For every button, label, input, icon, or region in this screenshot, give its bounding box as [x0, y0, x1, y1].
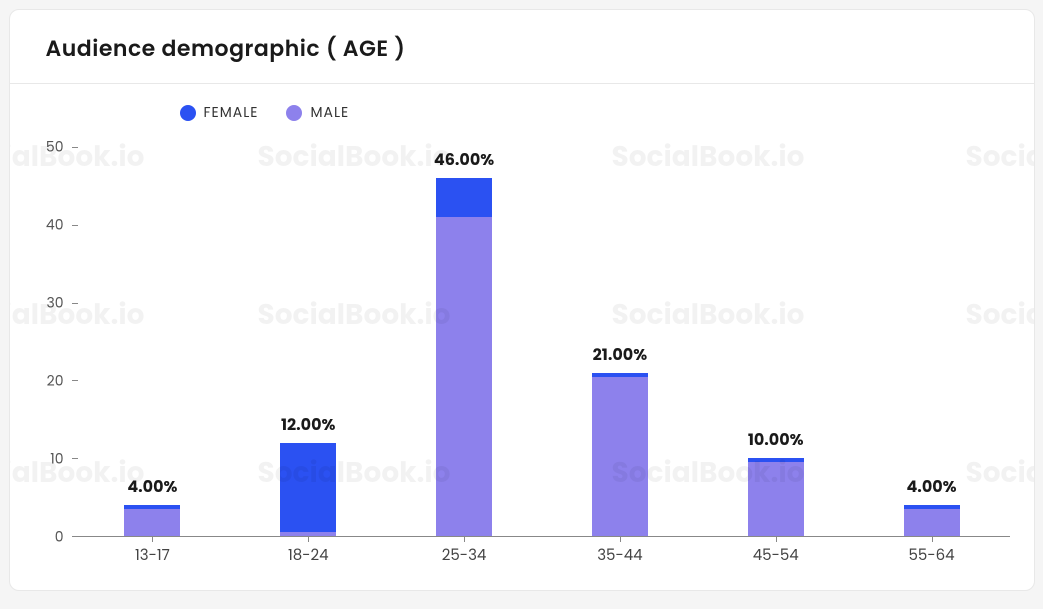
bar-value-label: 46.00% — [434, 147, 494, 172]
chart: 0 10 20 30 40 50 4.00% 12.00% 46.00% 21.00% 10.00… — [30, 127, 1010, 587]
bars-container: 4.00% 12.00% 46.00% 21.00% 10.00% 4.00% — [75, 147, 1010, 536]
y-tickline — [72, 303, 78, 304]
x-tick-label: 18-24 — [230, 544, 386, 567]
bar-segment-male — [904, 509, 960, 536]
y-tickline — [72, 458, 78, 459]
x-axis-labels: 13-1718-2425-3435-4445-5455-64 — [75, 544, 1010, 567]
x-tickline — [308, 536, 309, 542]
bar-value-label: 4.00% — [906, 474, 956, 499]
y-tickline — [72, 225, 78, 226]
bar-slot: 12.00% — [230, 147, 386, 536]
x-tickline — [776, 536, 777, 542]
y-tick-label: 10 — [50, 449, 63, 470]
y-tick-label: 50 — [46, 137, 64, 158]
x-tickline — [620, 536, 621, 542]
plot-area: 4.00% 12.00% 46.00% 21.00% 10.00% 4.00% — [75, 147, 1010, 537]
bar-stack — [748, 147, 804, 536]
legend-item-male: MALE — [286, 102, 349, 123]
chart-wrap: FEMALE MALE 0 10 20 30 40 50 4.00% 12.00% 46.00… — [10, 84, 1034, 587]
y-tick-label: 0 — [55, 527, 64, 548]
legend-item-female: FEMALE — [180, 102, 259, 123]
bar-segment-female — [280, 443, 336, 532]
bar-segment-male — [280, 532, 336, 536]
chart-title: Audience demographic ( AGE ) — [10, 10, 1034, 84]
bar-slot: 4.00% — [854, 147, 1010, 536]
bar-segment-female — [436, 178, 492, 217]
x-tickline — [152, 536, 153, 542]
y-axis: 01020304050 — [30, 147, 70, 537]
bar-slot: 4.00% — [75, 147, 231, 536]
bar-slot: 21.00% — [542, 147, 698, 536]
bar-segment-male — [124, 509, 180, 536]
x-tick-label: 55-64 — [854, 544, 1010, 567]
bar-stack — [280, 147, 336, 536]
bar-segment-male — [592, 377, 648, 536]
legend-label-male: MALE — [310, 102, 349, 123]
legend-swatch-male — [286, 105, 302, 121]
x-tick-label: 25-34 — [386, 544, 542, 567]
bar-value-label: 21.00% — [593, 342, 647, 367]
bar-stack — [436, 147, 492, 536]
x-tickline — [932, 536, 933, 542]
y-tick-label: 20 — [47, 371, 64, 392]
demographic-card: Audience demographic ( AGE ) FEMALE MALE… — [9, 9, 1035, 591]
legend: FEMALE MALE — [30, 94, 1014, 127]
y-tick-label: 40 — [46, 215, 64, 236]
bar-segment-male — [436, 217, 492, 536]
bar-slot: 10.00% — [698, 147, 854, 536]
x-tickline — [464, 536, 465, 542]
x-tick-label: 45-54 — [698, 544, 854, 567]
y-tickline — [72, 380, 78, 381]
y-tickline — [72, 147, 78, 148]
bar-slot: 46.00% — [386, 147, 542, 536]
x-tick-label: 13-17 — [75, 544, 231, 567]
legend-label-female: FEMALE — [204, 102, 259, 123]
bar-value-label: 4.00% — [127, 474, 177, 499]
bar-segment-male — [748, 462, 804, 536]
x-tick-label: 35-44 — [542, 544, 698, 567]
y-tickline — [72, 536, 78, 537]
bar-value-label: 10.00% — [748, 427, 804, 452]
legend-swatch-female — [180, 105, 196, 121]
bar-value-label: 12.00% — [281, 412, 335, 437]
y-tick-label: 30 — [46, 293, 63, 314]
